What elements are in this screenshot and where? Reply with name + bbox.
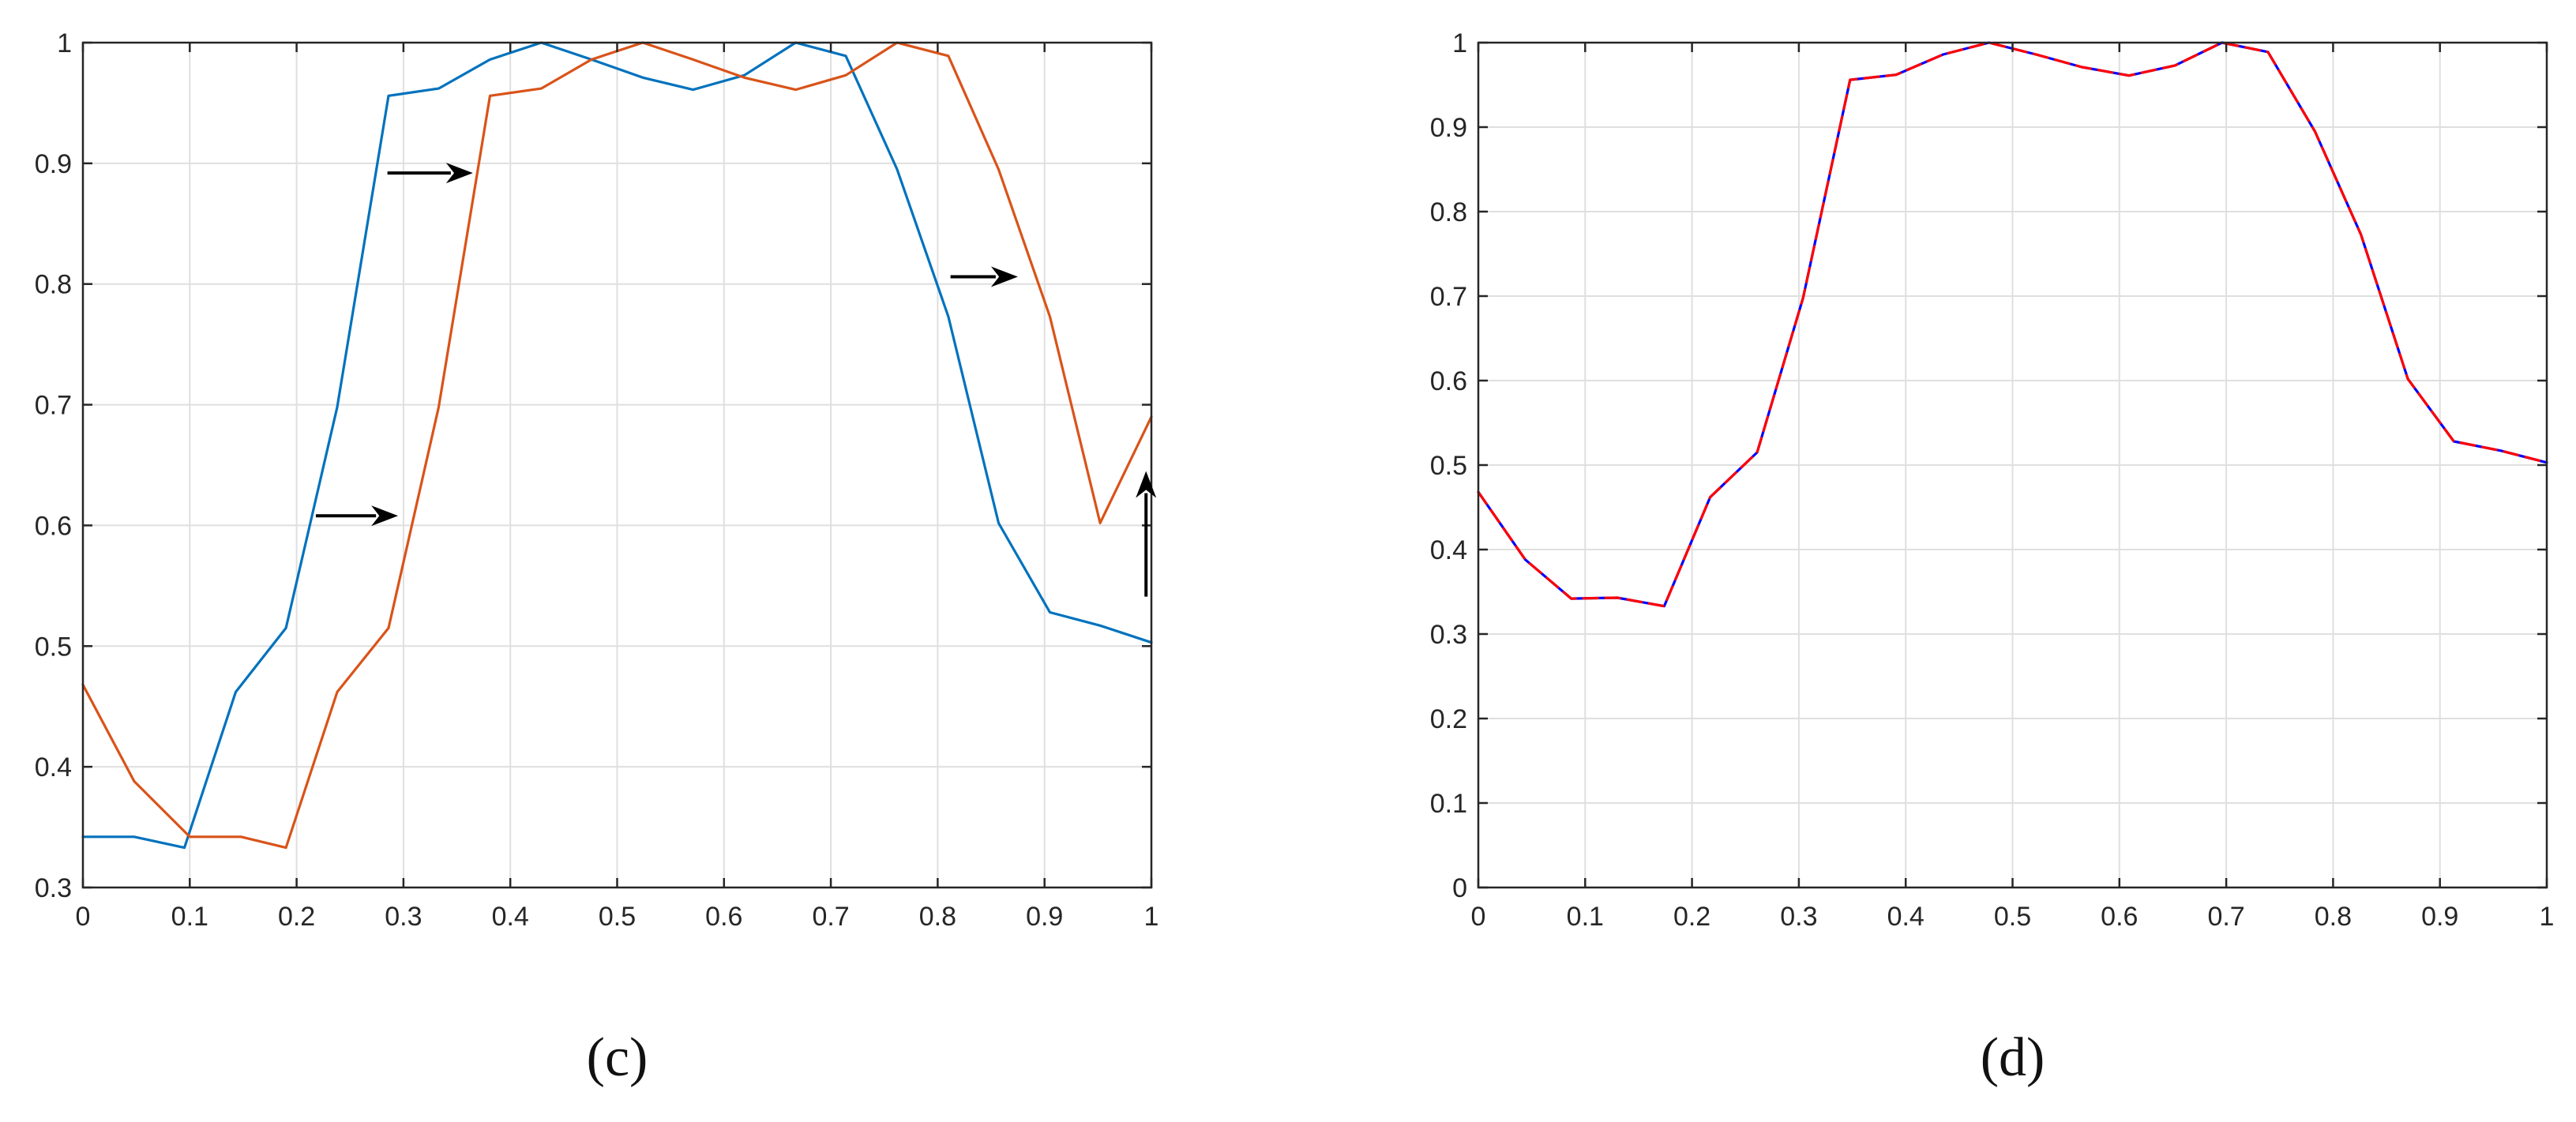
y-tick-label: 0.9: [1430, 113, 1467, 143]
x-tick-label: 0.7: [2207, 902, 2244, 932]
y-tick-label: 0.8: [35, 270, 72, 300]
series-line-1: [81, 41, 1153, 850]
x-tick-label: 0.2: [278, 902, 315, 932]
panel-label: (d): [1981, 1027, 2045, 1088]
arrow-annotation: [1136, 471, 1157, 597]
panel-label: (c): [587, 1027, 648, 1088]
x-tick-label: 0.9: [2421, 902, 2458, 932]
x-tick-label: 1: [2540, 902, 2555, 932]
y-tick-label: 0.6: [35, 511, 72, 541]
y-tick-label: 0.5: [35, 632, 72, 662]
y-tick-label: 0.4: [35, 752, 72, 782]
x-tick-label: 0.9: [1026, 902, 1063, 932]
arrow-annotation: [950, 266, 1018, 287]
x-tick-label: 0.3: [1780, 902, 1817, 932]
x-tick-label: 0.3: [385, 902, 422, 932]
x-tick-label: 0.4: [492, 902, 529, 932]
x-tick-label: 1: [1144, 902, 1159, 932]
y-tick-label: 0.4: [1430, 535, 1467, 565]
y-tick-label: 0.1: [1430, 789, 1467, 819]
chart-panel-d: 0 0.1 0.2 0.3 0.4 0.5 0.6 0.7 0.8 0.9 1 0 0.1 0.2 0.3 0…: [1430, 28, 2555, 1088]
x-tick-label: 0.5: [1994, 902, 2031, 932]
arrow-annotation: [387, 163, 473, 184]
chart-panel-c: 0 0.1 0.2 0.3 0.4 0.5 0.6 0.7 0.8 0.9 1 0.3 0.4 0.5 0.…: [35, 28, 1159, 1088]
arrow-head: [445, 163, 473, 184]
x-tick-label: 0: [76, 902, 91, 932]
arrow-head: [1136, 471, 1157, 498]
x-tick-label: 0.4: [1887, 902, 1924, 932]
y-tick-label: 0.8: [1430, 197, 1467, 227]
x-tick-label: 0.6: [705, 902, 742, 932]
y-tick-label: 0.3: [1430, 620, 1467, 650]
y-tick-label: 0.5: [1430, 451, 1467, 481]
y-tick-label: 1: [1452, 28, 1467, 58]
arrow-head: [371, 505, 399, 527]
x-tick-label: 0.2: [1673, 902, 1710, 932]
y-tick-label: 1: [57, 28, 72, 58]
x-tick-label: 0.1: [171, 902, 208, 932]
grid: [1478, 42, 2548, 888]
y-tick-label: 0.7: [35, 391, 72, 421]
y-tick-label: 0.2: [1430, 704, 1467, 734]
x-tick-label: 0.5: [599, 902, 636, 932]
arrow-annotation: [315, 505, 399, 527]
y-tick-label: 0.7: [1430, 282, 1467, 312]
y-tick-label: 0: [1452, 873, 1467, 903]
y-tick-label: 0.6: [1430, 366, 1467, 396]
x-tick-label: 0.1: [1567, 902, 1604, 932]
x-tick-label: 0.7: [812, 902, 849, 932]
arrow-head: [990, 266, 1018, 287]
x-tick-label: 0: [1471, 902, 1486, 932]
y-tick-label: 0.9: [35, 149, 72, 179]
grid: [82, 42, 1152, 888]
x-tick-label: 0.8: [2315, 902, 2352, 932]
x-tick-label: 0.6: [2101, 902, 2138, 932]
x-tick-label: 0.8: [919, 902, 956, 932]
y-tick-label: 0.3: [35, 873, 72, 903]
